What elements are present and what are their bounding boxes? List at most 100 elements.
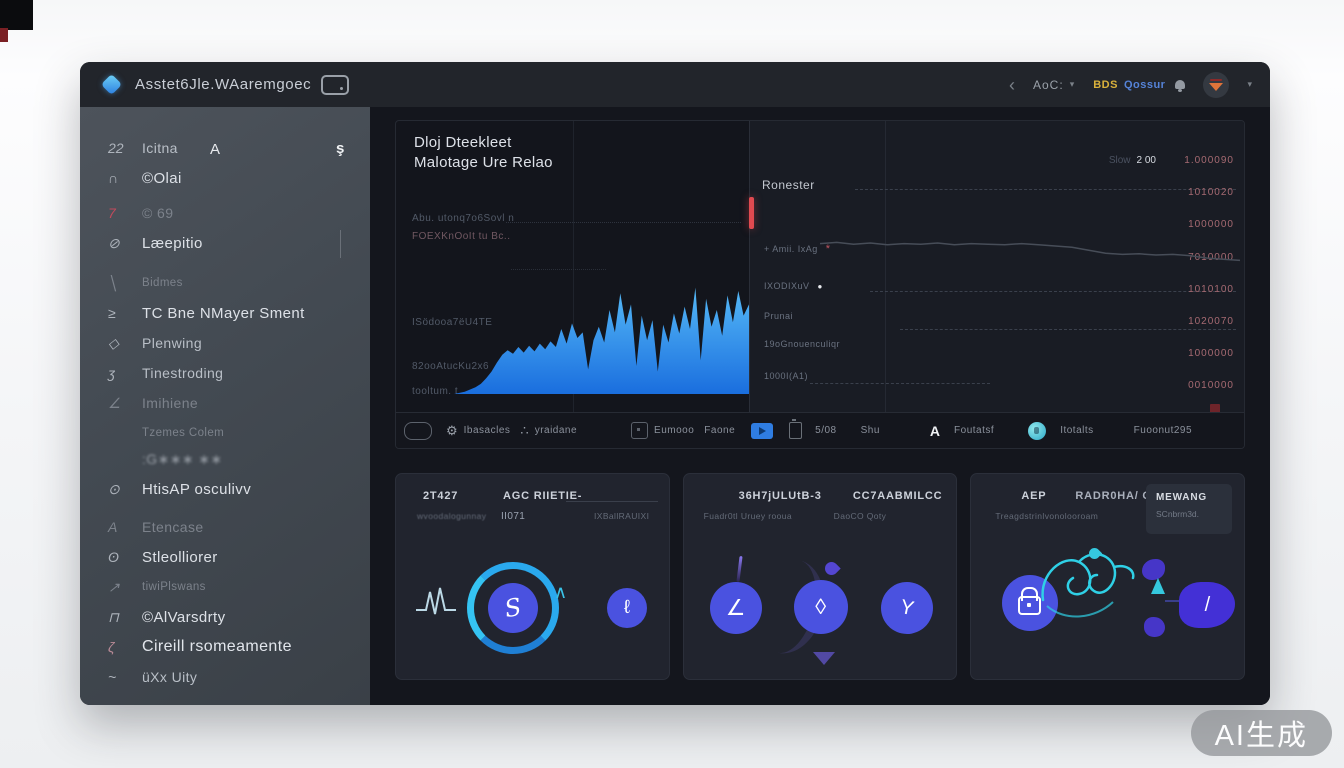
gridline-dotted — [506, 222, 741, 223]
sidebar-item-icon: ~ — [108, 669, 117, 685]
sidebar-item[interactable]: Tzemes Colem — [80, 418, 370, 448]
toolbar-label[interactable]: Foutatsf — [954, 425, 995, 436]
mode-dropdown[interactable]: AoC: ▾ — [1033, 78, 1075, 92]
sidebar-item-icon: ⊘ — [108, 234, 120, 251]
avatar[interactable] — [1203, 71, 1230, 98]
card-row: 2T427 AGC RIIETIE- wvoodalogunnay II071 … — [395, 473, 1246, 680]
area-chart — [454, 287, 749, 394]
sidebar-item[interactable]: ∩ ©Olai — [80, 163, 370, 193]
sidebar-item-icon: ∠ — [108, 394, 121, 411]
chart-toolbar: ⚙ Ibasacles ∴ yraidane Eumooo Faone 5/08 Shu A Fo… — [396, 412, 1244, 448]
sidebar-item[interactable]: ◇ Plenwing — [80, 328, 370, 358]
back-chevron-icon[interactable]: ‹ — [1009, 74, 1015, 95]
status-dot: ℓ — [607, 588, 647, 628]
step-icon-1: ∠ — [709, 582, 762, 634]
sidebar-item[interactable]: 7 © 69 — [80, 198, 370, 228]
page-corner-red — [0, 28, 8, 42]
sidebar-item-icon: ∩ — [108, 170, 119, 186]
badge-blue: Qossur — [1123, 78, 1166, 91]
axis-label: 82ooAtucKu2x6 — [412, 361, 490, 372]
sidebar-item[interactable]: A Etencase — [80, 512, 370, 542]
sidebar-item-icon: ◇ — [108, 334, 119, 351]
sidebar-item[interactable]: ∠ Imihiene — [80, 388, 370, 418]
card-stat: AEP — [1021, 490, 1047, 502]
sidebar-item[interactable]: ↗ tiwiPlswans — [80, 572, 370, 602]
topbar: Asstet6Jle.WAaremgoec ‹ AoC: ▾ BDS Qossu… — [80, 62, 1270, 107]
needle-icon — [736, 555, 743, 583]
badge-yellow: BDS — [1093, 78, 1118, 91]
card-sub: II071 — [501, 511, 526, 522]
blob-main: / — [1179, 582, 1236, 628]
dot-marker: ● — [817, 281, 823, 291]
sidebar-item-icon: ≥ — [108, 305, 116, 321]
card-security[interactable]: AEP RADR0HA/ GX Treagdstrinlvonolooroam … — [970, 473, 1246, 680]
y-tick-label: 0010000 — [1188, 380, 1234, 392]
toolbar-label[interactable]: Itotalts — [1060, 425, 1094, 436]
sidebar-item[interactable]: ~ üXx Uity — [80, 662, 370, 692]
send-icon[interactable] — [751, 422, 774, 439]
dashed-line — [810, 383, 990, 384]
toolbar-label[interactable]: yraidane — [534, 425, 578, 436]
gauge-ring — [467, 562, 559, 654]
sidebar-item-label: :G∗∗∗ ∗∗ — [142, 450, 223, 467]
series-row-label: + Amii. IxAg * — [764, 243, 831, 255]
sidebar-item-label: üXx Uity — [142, 669, 198, 685]
globe-icon[interactable] — [1028, 421, 1047, 440]
toolbar-label[interactable]: Eumooo — [654, 425, 695, 436]
settings-icon[interactable]: ⚙ — [446, 422, 458, 438]
frame-icon[interactable] — [404, 421, 432, 440]
toolbar-label[interactable]: 5/08 — [815, 425, 837, 436]
app-logo-icon — [100, 73, 123, 96]
sidebar-item[interactable]: ζ Cireill rsomeamente — [80, 632, 370, 662]
status-badges[interactable]: BDS Qossur — [1093, 78, 1186, 92]
droplet-icon — [821, 559, 841, 578]
sidebar-item[interactable]: ⊓ ©AlVarsdrty — [80, 602, 370, 632]
toolbar-label[interactable]: Ibasacles — [463, 425, 511, 436]
sidebar-item[interactable]: ≥ TC Bne NMayer Sment — [80, 298, 370, 328]
sidebar-item[interactable]: :G∗∗∗ ∗∗ — [80, 444, 370, 474]
divider — [566, 501, 658, 502]
axis-label: tooltum. t — [412, 386, 459, 397]
card-gauge[interactable]: 2T427 AGC RIIETIE- wvoodalogunnay II071 … — [395, 473, 670, 680]
alert-marker-small — [1210, 404, 1220, 416]
sidebar-item-icon: ╲ — [108, 274, 117, 291]
spark-icon[interactable]: ∴ — [520, 422, 529, 438]
pin-icon[interactable]: ş — [336, 140, 345, 157]
sidebar-item-icon: A — [108, 519, 118, 535]
trend-line-chart — [820, 241, 1240, 262]
card-flow[interactable]: 36H7jULUtB-3 CC7AABMILCC Fuadr0tl Uruey … — [682, 473, 958, 680]
ronester-chart[interactable]: Ronester Slow 2 00 1.000090 1010020 1000000… — [749, 121, 1244, 416]
toolbar-label[interactable]: Shu — [860, 425, 880, 436]
sidebar-item-icon: ⊙ — [108, 480, 120, 497]
monitor-icon — [321, 74, 350, 95]
hand-icon[interactable]: A — [929, 422, 941, 439]
sidebar: 22 Icitna ∩ ©Olai 7 © 69 ⊘ Læepitio ╲ Bidmes ≥ TC B… — [80, 107, 370, 705]
sidebar-item[interactable]: 22 Icitna — [80, 133, 370, 163]
step-icon-3: Y — [875, 577, 938, 639]
card-stat: CC7AABMILCC — [852, 490, 943, 502]
gridline-dotted — [511, 269, 606, 270]
toolbar-label[interactable]: Faone — [704, 425, 736, 436]
series-label: Ronester — [762, 178, 815, 192]
sidebar-item-icon: 7 — [108, 205, 116, 221]
sidebar-item[interactable]: ⊘ Læepitio — [80, 228, 370, 258]
y-tick-label: 1.000090 — [1184, 155, 1234, 166]
sidebar-item-label: Tzemes Colem — [142, 427, 225, 439]
gridline-vertical — [885, 121, 886, 413]
panel-icon[interactable] — [631, 422, 649, 439]
sidebar-float-glyph: A — [210, 141, 221, 158]
page-corner-dark — [0, 0, 33, 30]
battery-icon[interactable] — [789, 419, 803, 439]
series-row-label: 19oGnouenculiqr — [764, 339, 841, 349]
toolbar-label[interactable]: Fuoonut295 — [1133, 425, 1193, 436]
voltage-chart[interactable]: Dloj Dteekleet Malotage Ure Relao Abu. u… — [396, 121, 749, 413]
sidebar-item[interactable]: ╲ Bidmes — [80, 268, 370, 298]
sidebar-item[interactable]: ʘ Stleolliorer — [80, 542, 370, 572]
dashed-line — [900, 329, 1236, 330]
sidebar-item-icon: 22 — [108, 140, 124, 156]
sidebar-item[interactable]: ʒ Tinestroding — [80, 358, 370, 388]
sidebar-item[interactable]: ⊙ HtisAP osculivv — [80, 474, 370, 504]
highlight-box[interactable]: MEWANG SCnbrm3d. — [1146, 484, 1233, 534]
bell-icon[interactable] — [1175, 80, 1186, 92]
sidebar-item-label: Imihiene — [142, 395, 199, 411]
